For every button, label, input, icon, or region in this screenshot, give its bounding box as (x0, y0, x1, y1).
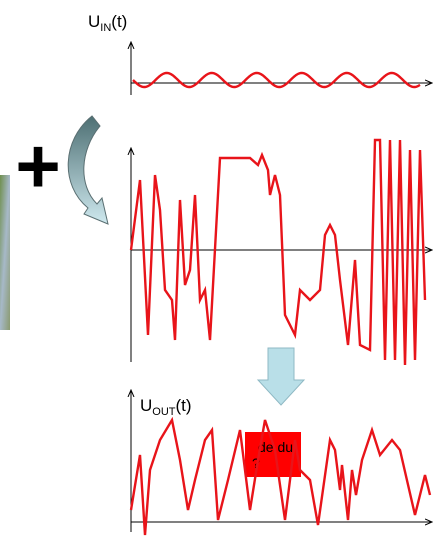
input-label: UIN(t) (88, 12, 127, 34)
output-signal (129, 416, 432, 536)
curved-arrow (67, 115, 109, 225)
noise-signal (129, 138, 427, 366)
label-suffix: (t) (176, 396, 192, 415)
label-sub: OUT (152, 406, 176, 418)
down-arrow (256, 347, 306, 406)
label-sub: IN (100, 22, 111, 34)
label-main: U (140, 396, 152, 415)
operator: + (15, 122, 61, 210)
label-main: U (88, 12, 100, 31)
output-label: UOUT(t) (140, 396, 192, 418)
photo-edge (0, 175, 10, 330)
label-suffix: (t) (111, 12, 127, 31)
note-line: ? (252, 455, 260, 471)
note-line: de du (258, 439, 293, 455)
input-signal (132, 71, 421, 89)
